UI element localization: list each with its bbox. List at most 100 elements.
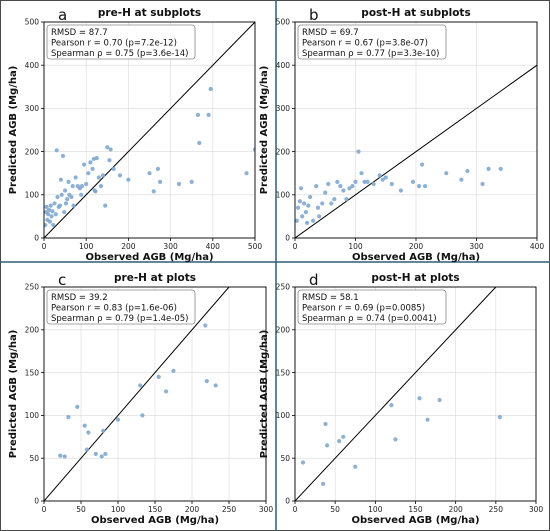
data-point xyxy=(46,212,51,217)
data-point xyxy=(84,447,90,452)
data-point xyxy=(151,189,156,194)
data-point xyxy=(350,184,355,189)
points-c xyxy=(58,323,218,459)
data-point xyxy=(206,112,211,117)
x-tick-label: 0 xyxy=(293,242,298,251)
data-point xyxy=(71,203,76,208)
y-tick-label: 500 xyxy=(276,18,291,27)
data-point xyxy=(107,158,112,163)
data-point xyxy=(100,173,106,178)
data-point xyxy=(59,192,64,197)
one-to-one-line xyxy=(44,287,230,501)
data-point xyxy=(308,194,313,200)
x-tick-label: 400 xyxy=(206,242,221,251)
panel-c: 0 50 100 150 200 250 300 0 50 100 150 200 250 RMSD = … xyxy=(8,271,273,526)
x-tick-label: 200 xyxy=(121,242,136,251)
panel-title: pre-H at subplots xyxy=(98,7,201,19)
y-tick-label: 250 xyxy=(276,283,291,292)
data-point xyxy=(380,177,385,182)
axes-frame xyxy=(294,286,537,502)
data-point xyxy=(437,397,442,403)
data-point xyxy=(53,212,58,217)
y-tick-label: 150 xyxy=(276,368,291,377)
data-point xyxy=(79,192,84,197)
x-tick-label: 300 xyxy=(259,505,274,514)
data-point xyxy=(320,201,325,206)
panel-title: post-H at subplots xyxy=(361,7,470,19)
data-point xyxy=(347,186,352,191)
stats-box xyxy=(297,289,447,325)
stats-box xyxy=(46,24,196,60)
data-point xyxy=(65,197,70,202)
y-tick-label: 100 xyxy=(25,411,40,420)
data-point xyxy=(86,171,91,176)
stats-line: Spearman ρ = 0.79 (p=1.4e-05) xyxy=(51,314,188,324)
panel-b: 0 100 200 300 400 0 100 200 300 400 500 RMSD = 69.7… xyxy=(259,6,544,263)
panel-title: post-H at plots xyxy=(371,272,459,284)
panel-a: 0 100 200 300 400 500 0 100 200 300 400 500 RMSD = 8… xyxy=(8,6,262,263)
x-tick-label: 100 xyxy=(348,242,363,251)
points-b xyxy=(295,149,503,225)
x-tick-label: 100 xyxy=(79,242,94,251)
data-point xyxy=(79,184,85,189)
data-point xyxy=(300,460,306,465)
x-tick-label: 300 xyxy=(529,505,544,514)
stats-line: RMSD = 87.7 xyxy=(51,28,108,38)
x-tick-label: 400 xyxy=(530,242,545,251)
x-axis-label: Observed AGB (Mg/ha) xyxy=(91,515,219,526)
data-point xyxy=(341,188,346,193)
data-point xyxy=(138,383,143,388)
data-point xyxy=(362,179,367,184)
data-point xyxy=(311,218,316,223)
stats-box xyxy=(297,24,447,60)
x-tick-label: 50 xyxy=(76,505,86,514)
data-point xyxy=(57,203,63,208)
data-point xyxy=(297,199,302,204)
y-tick-label: 500 xyxy=(25,18,40,27)
data-point xyxy=(497,415,502,420)
data-point xyxy=(73,175,78,180)
data-point xyxy=(321,481,326,486)
data-point xyxy=(70,184,75,189)
data-point xyxy=(389,181,394,187)
y-axis-label: Predicted AGB (Mg/ha) xyxy=(8,330,19,459)
x-axis-label: Observed AGB (Mg/ha) xyxy=(352,252,480,263)
x-tick-label: 200 xyxy=(449,505,464,514)
axes-frame xyxy=(43,21,256,239)
data-point xyxy=(156,374,161,379)
data-point xyxy=(356,149,361,154)
x-tick-label: 250 xyxy=(489,505,504,514)
data-point xyxy=(176,181,182,187)
data-point xyxy=(329,201,334,206)
y-tick-label: 200 xyxy=(276,147,291,156)
panel-title: pre-H at plots xyxy=(114,272,196,284)
y-tick-label: 200 xyxy=(25,147,40,156)
data-point xyxy=(62,454,67,459)
data-point xyxy=(465,168,470,174)
data-point xyxy=(197,140,202,146)
stats-line: RMSD = 69.7 xyxy=(302,28,359,38)
data-point xyxy=(47,219,53,224)
panel-letter: c xyxy=(58,271,66,289)
stats-box xyxy=(46,289,196,325)
x-tick-label: 200 xyxy=(185,505,200,514)
data-point xyxy=(204,379,209,384)
x-tick-label: 500 xyxy=(248,242,263,251)
data-point xyxy=(305,220,310,225)
stats-line: RMSD = 39.2 xyxy=(51,293,108,303)
data-point xyxy=(99,454,104,459)
y-tick-label: 400 xyxy=(276,61,291,70)
data-point xyxy=(147,171,152,176)
data-point xyxy=(115,417,121,422)
data-point xyxy=(82,423,87,428)
data-point xyxy=(93,451,98,457)
data-point xyxy=(62,209,67,215)
data-point xyxy=(96,175,101,180)
data-point xyxy=(419,162,425,167)
data-point xyxy=(103,451,108,457)
y-tick-label: 200 xyxy=(25,326,40,335)
data-point xyxy=(486,166,491,171)
data-point xyxy=(90,166,95,171)
